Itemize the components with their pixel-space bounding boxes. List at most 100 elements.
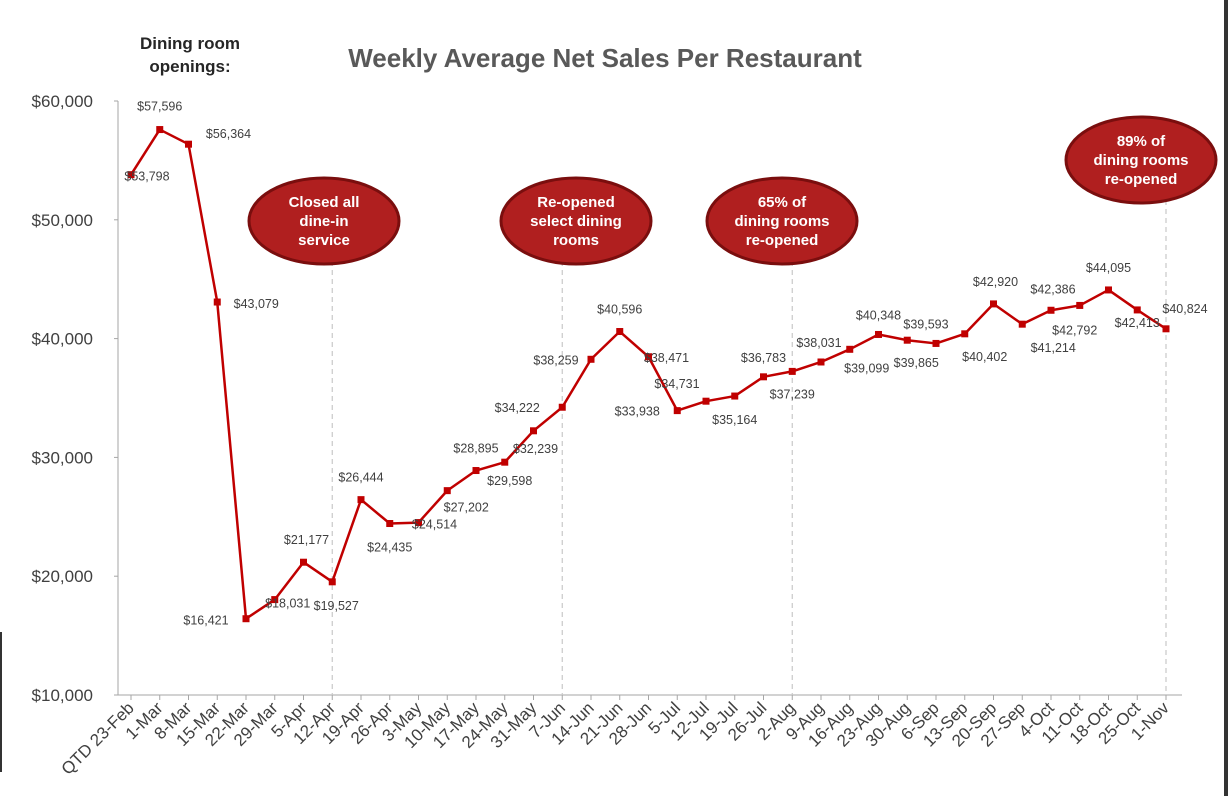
annotation-bubbles: Closed all dine-in service Re-opened select … (247, 115, 1218, 266)
data-point (616, 328, 624, 336)
data-label: $56,364 (206, 127, 251, 141)
data-point (645, 353, 652, 361)
data-label: $26,444 (338, 471, 383, 485)
data-point (328, 578, 336, 586)
x-tick-label: QTD 23-Feb (58, 698, 138, 778)
chart-title: Weekly Average Net Sales Per Restaurant (348, 43, 862, 73)
annotation-text: Re-opened (537, 194, 615, 211)
annotation-text: rooms (553, 232, 599, 249)
data-point (1105, 286, 1112, 294)
data-point (271, 596, 279, 604)
side-label-line-1: Dining room (140, 34, 240, 53)
data-label: $44,095 (1086, 261, 1131, 275)
data-point (156, 126, 164, 134)
data-point (127, 171, 135, 179)
data-point (788, 367, 796, 375)
data-label: $19,527 (314, 599, 359, 613)
data-point (817, 358, 825, 366)
data-point (242, 615, 250, 623)
data-label: $41,214 (1031, 341, 1076, 355)
annotation-text: service (298, 232, 350, 249)
data-label: $38,259 (533, 353, 578, 367)
data-label: $57,596 (137, 100, 182, 114)
annotation-lines (331, 200, 1167, 695)
data-point (1076, 301, 1084, 309)
data-point (472, 467, 480, 475)
data-point (731, 392, 739, 400)
data-labels: $53,798 $57,596 $56,364 $43,079 $16,421 $18,0… (124, 100, 1207, 628)
data-point (587, 355, 595, 363)
data-point (990, 300, 997, 308)
data-point (673, 407, 681, 415)
data-point (213, 298, 221, 306)
data-label: $40,596 (597, 303, 642, 317)
data-point (185, 140, 192, 148)
data-label: $28,895 (453, 442, 498, 456)
data-point (760, 373, 767, 381)
annotation-text: re-opened (1105, 171, 1178, 188)
data-label: $37,239 (770, 387, 815, 401)
data-label: $34,731 (654, 377, 699, 391)
annotation-text: 65% of (758, 194, 807, 211)
data-label: $35,164 (712, 413, 757, 427)
data-label: $40,348 (856, 308, 901, 322)
data-label: $40,402 (962, 350, 1007, 364)
data-label: $39,099 (844, 361, 889, 375)
data-label: $36,783 (741, 351, 786, 365)
data-point (443, 487, 451, 495)
side-label-line-2: openings: (149, 57, 230, 76)
data-label: $42,792 (1052, 323, 1097, 337)
data-label: $43,079 (234, 297, 279, 311)
data-point (1133, 306, 1141, 314)
frame-left-border (0, 632, 2, 772)
series-line (127, 126, 1170, 623)
data-label: $53,798 (124, 170, 169, 184)
data-label: $42,386 (1030, 282, 1075, 296)
data-point (702, 397, 710, 405)
annotation-bubble (499, 176, 653, 266)
y-tick-label: $10,000 (32, 686, 93, 705)
data-point (386, 520, 394, 528)
data-point (300, 558, 307, 566)
annotation-text: 89% of (1117, 133, 1166, 150)
annotation-bubble (705, 176, 859, 266)
data-label: $32,239 (513, 442, 558, 456)
annotation-text: dining rooms (1094, 152, 1189, 169)
data-label: $21,177 (284, 533, 329, 547)
data-label: $29,598 (487, 474, 532, 488)
data-point (415, 519, 422, 527)
annotation-text: dine-in (299, 213, 348, 230)
data-label: $18,031 (265, 597, 310, 611)
data-point (1018, 320, 1026, 328)
y-tick-label: $20,000 (32, 567, 93, 586)
annotation-text: re-opened (746, 232, 819, 249)
data-point (846, 345, 854, 353)
data-label: $42,920 (973, 275, 1018, 289)
data-point (1047, 306, 1055, 314)
data-point (961, 330, 969, 338)
y-tick-label: $40,000 (32, 330, 93, 349)
data-point (932, 339, 940, 347)
data-label: $27,202 (444, 501, 489, 515)
data-label: $38,031 (796, 336, 841, 350)
annotation-text: Closed all (289, 194, 360, 211)
annotation-bubble (247, 176, 401, 266)
data-point (501, 458, 509, 466)
data-label: $39,593 (903, 317, 948, 331)
data-point (558, 403, 566, 411)
data-label: $24,514 (412, 518, 457, 532)
data-label: $40,824 (1162, 302, 1207, 316)
annotation-text: select dining (530, 213, 622, 230)
data-point (530, 427, 537, 435)
annotation-bubble (1064, 115, 1218, 205)
frame-right-border (1224, 0, 1228, 796)
data-label: $34,222 (495, 401, 540, 415)
annotation-text: dining rooms (735, 213, 830, 230)
data-label: $33,938 (615, 405, 660, 419)
y-tick-label: $30,000 (32, 448, 93, 467)
data-label: $42,413 (1115, 316, 1160, 330)
data-point (1162, 325, 1170, 333)
data-label: $39,865 (894, 356, 939, 370)
data-label: $38,471 (644, 351, 689, 365)
